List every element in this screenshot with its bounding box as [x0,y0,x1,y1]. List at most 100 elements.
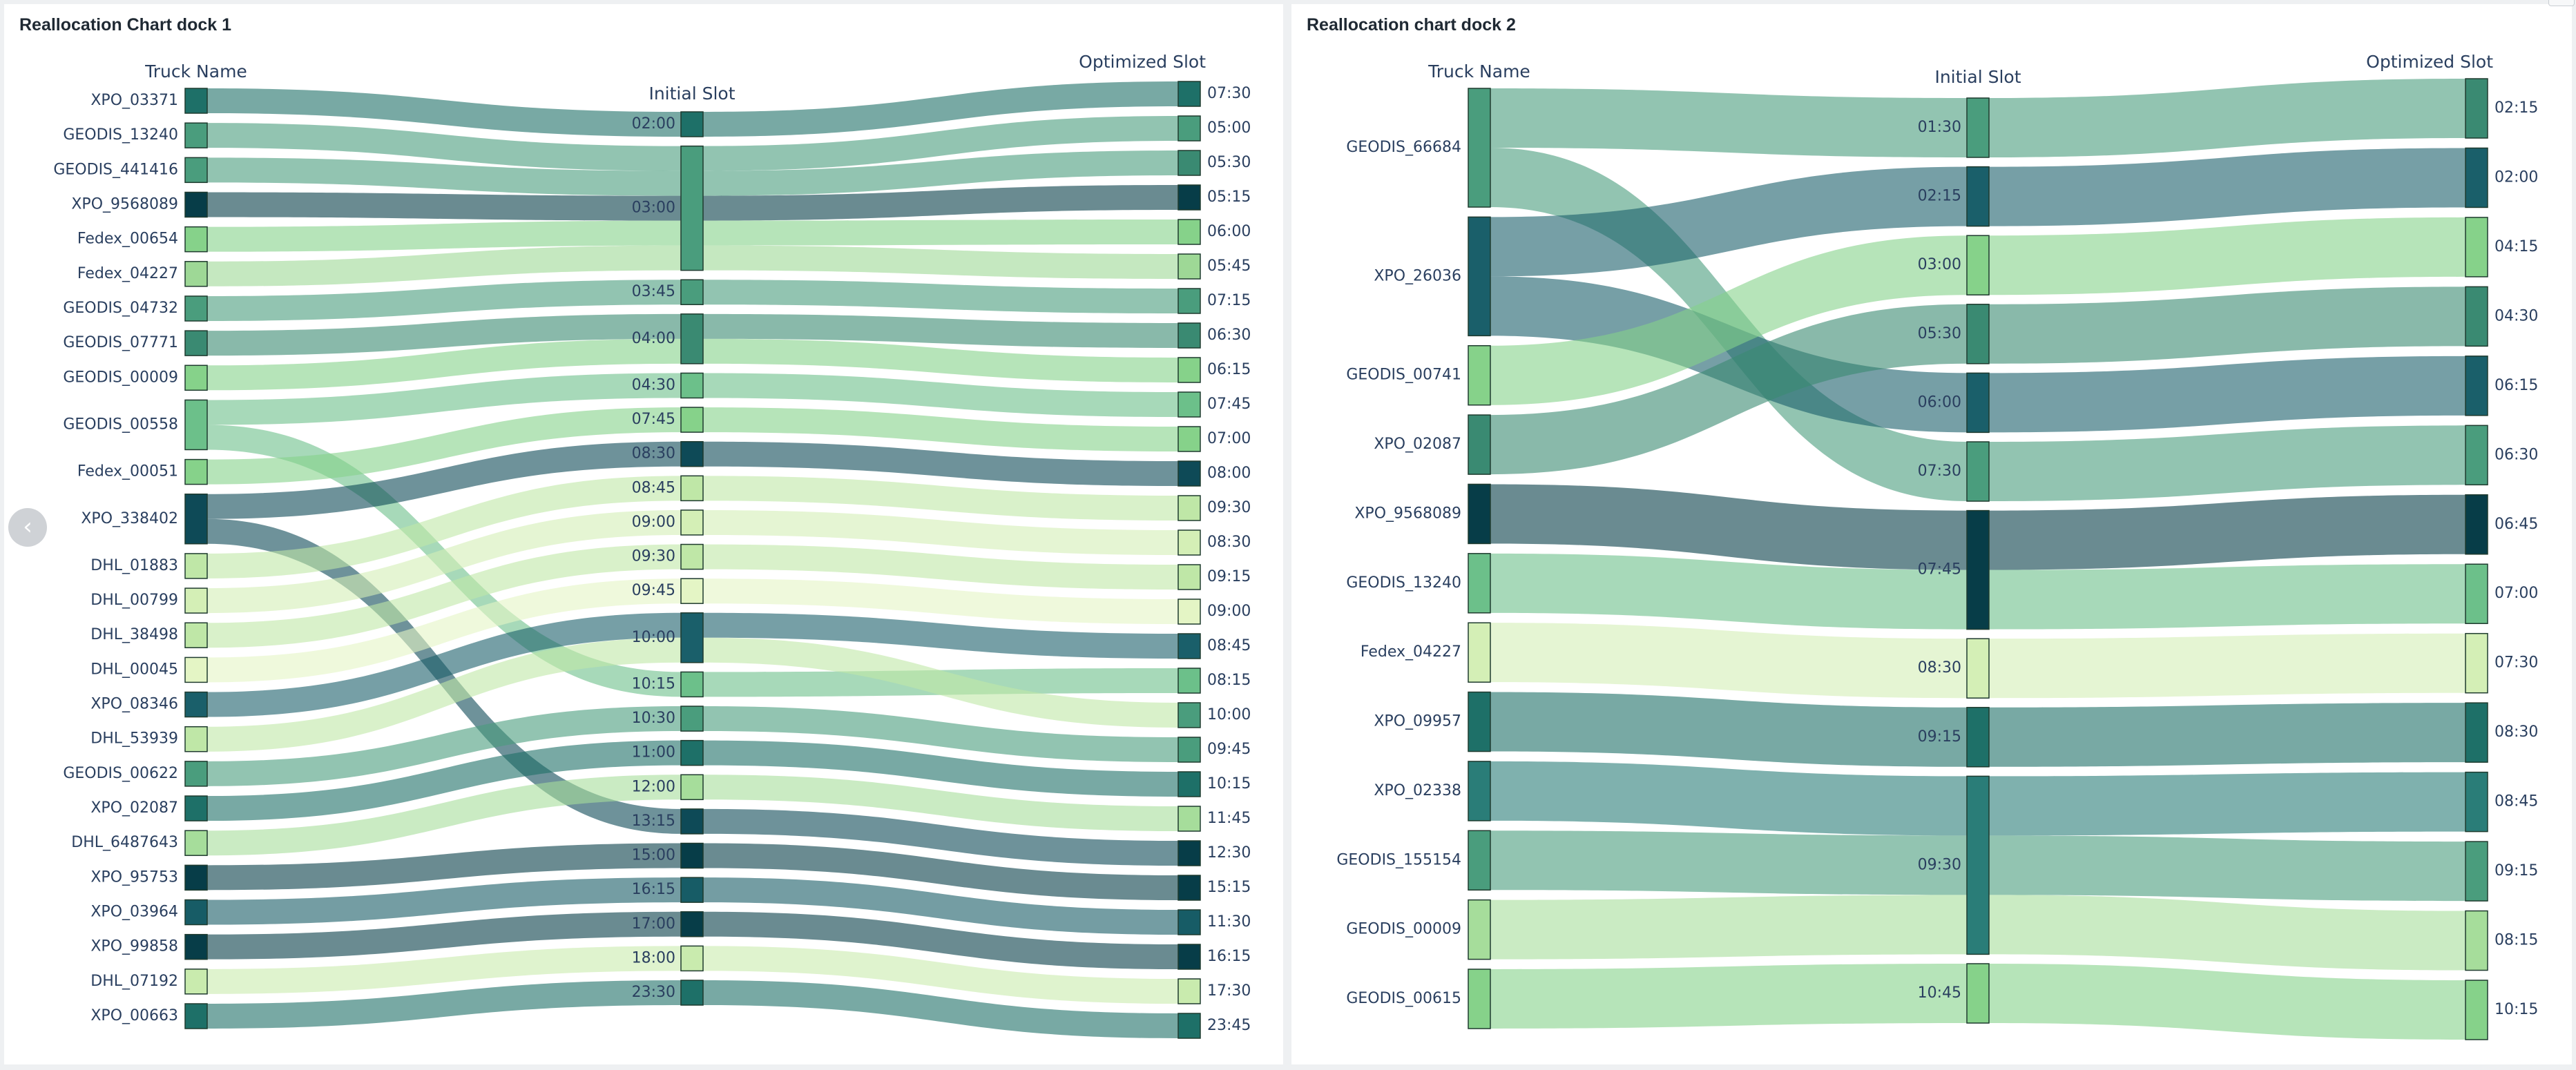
truck-node[interactable] [184,157,208,184]
flow-link-initial-to-optimized[interactable] [703,476,1178,521]
flow-link-truck-to-initial[interactable] [1490,553,1967,630]
flow-link-initial-to-optimized[interactable] [703,280,1178,313]
optimized-slot-node[interactable] [1178,529,1201,556]
optimized-slot-node[interactable] [2465,841,2488,902]
optimized-slot-node[interactable] [1178,737,1201,763]
truck-node[interactable] [184,295,208,322]
optimized-slot-node[interactable] [1178,322,1201,349]
optimized-slot-node[interactable] [1178,702,1201,728]
truck-node[interactable] [1468,414,1491,475]
initial-slot-node[interactable] [680,372,704,399]
truck-node[interactable] [184,122,208,148]
flow-link-truck-to-initial[interactable] [207,509,681,614]
flow-link-initial-to-optimized[interactable] [1989,79,2466,157]
initial-slot-node[interactable] [680,279,704,305]
truck-node[interactable] [184,1003,208,1029]
initial-slot-node[interactable] [1966,97,1990,158]
optimized-slot-node[interactable] [2465,910,2488,971]
initial-slot-node[interactable] [680,739,704,766]
optimized-slot-node[interactable] [2465,78,2488,139]
flow-link-initial-to-optimized[interactable] [1989,772,2466,836]
initial-slot-node[interactable] [680,407,704,433]
truck-node[interactable] [184,969,208,995]
initial-slot-node[interactable] [680,774,704,801]
flow-link-truck-to-initial[interactable] [207,441,681,519]
flow-link-initial-to-optimized[interactable] [703,706,1178,762]
initial-slot-node[interactable] [680,671,704,698]
flow-link-truck-to-initial[interactable] [1490,276,1967,433]
flow-link-truck-to-initial[interactable] [1490,830,1967,895]
flow-link-initial-to-optimized[interactable] [1989,286,2466,364]
optimized-slot-node[interactable] [2465,356,2488,416]
flow-link-initial-to-optimized[interactable] [703,116,1178,171]
initial-slot-node[interactable] [1966,509,1990,630]
flow-link-truck-to-initial[interactable] [207,911,681,960]
initial-slot-node[interactable] [680,980,704,1006]
flow-link-initial-to-optimized[interactable] [703,81,1178,137]
flow-link-truck-to-initial[interactable] [1490,964,1967,1029]
optimized-slot-node[interactable] [1178,150,1201,176]
truck-node[interactable] [184,761,208,787]
flow-link-truck-to-initial[interactable] [207,843,681,891]
flow-link-initial-to-optimized[interactable] [703,220,1178,246]
optimized-slot-node[interactable] [1178,426,1201,452]
flow-link-initial-to-optimized[interactable] [703,373,1178,417]
optimized-slot-node[interactable] [2465,425,2488,486]
flow-link-truck-to-initial[interactable] [207,980,681,1029]
initial-slot-node[interactable] [1966,638,1990,699]
initial-slot-node[interactable] [680,475,704,502]
flow-link-truck-to-initial[interactable] [207,407,681,485]
flow-link-initial-to-optimized[interactable] [703,509,1178,555]
flow-link-truck-to-initial[interactable] [1490,235,1967,405]
optimized-slot-node[interactable] [1178,978,1201,1004]
flow-link-truck-to-initial[interactable] [1490,692,1967,767]
optimized-slot-node[interactable] [1178,391,1201,418]
flow-link-initial-to-optimized[interactable] [1989,564,2466,630]
truck-node[interactable] [184,795,208,821]
flow-link-initial-to-optimized[interactable] [703,637,1178,728]
flow-link-truck-to-initial[interactable] [207,706,681,786]
flow-link-truck-to-initial[interactable] [207,280,681,321]
initial-slot-node[interactable] [680,440,704,467]
initial-slot-node[interactable] [1966,166,1990,227]
flow-link-initial-to-optimized[interactable] [1989,835,2466,902]
initial-slot-node[interactable] [680,313,704,364]
optimized-slot-node[interactable] [1178,806,1201,832]
flow-link-truck-to-initial[interactable] [207,373,681,425]
flow-link-initial-to-optimized[interactable] [703,313,1178,348]
initial-slot-node[interactable] [680,111,704,137]
optimized-slot-node[interactable] [1178,633,1201,659]
truck-node[interactable] [184,191,208,218]
truck-node[interactable] [184,933,208,960]
truck-node[interactable] [184,587,208,614]
truck-node[interactable] [184,656,208,683]
flow-link-initial-to-optimized[interactable] [1989,148,2466,226]
flow-link-truck-to-initial[interactable] [207,157,681,196]
flow-link-truck-to-initial[interactable] [207,192,681,221]
flow-link-truck-to-initial[interactable] [207,313,681,356]
flow-link-truck-to-initial[interactable] [207,476,681,578]
optimized-slot-node[interactable] [2465,771,2488,833]
initial-slot-node[interactable] [680,945,704,972]
flow-link-truck-to-initial[interactable] [1490,88,1967,157]
optimized-slot-node[interactable] [2465,147,2488,208]
truck-node[interactable] [1468,216,1491,337]
flow-link-initial-to-optimized[interactable] [703,775,1178,831]
optimized-slot-node[interactable] [1178,875,1201,901]
truck-node[interactable] [184,899,208,926]
optimized-slot-node[interactable] [1178,460,1201,487]
flow-link-initial-to-optimized[interactable] [703,185,1178,221]
optimized-slot-node[interactable] [2465,702,2488,763]
flow-link-initial-to-optimized[interactable] [703,843,1178,900]
initial-slot-node[interactable] [680,706,704,732]
optimized-slot-node[interactable] [2465,563,2488,624]
flow-link-truck-to-initial[interactable] [207,578,681,683]
truck-node[interactable] [1468,88,1491,208]
truck-node[interactable] [1468,622,1491,683]
flow-link-truck-to-initial[interactable] [1490,895,1967,960]
optimized-slot-node[interactable] [1178,288,1201,314]
truck-node[interactable] [1468,344,1491,406]
flow-link-initial-to-optimized[interactable] [703,578,1178,624]
initial-slot-node[interactable] [1966,372,1990,434]
flow-link-initial-to-optimized[interactable] [703,150,1178,196]
